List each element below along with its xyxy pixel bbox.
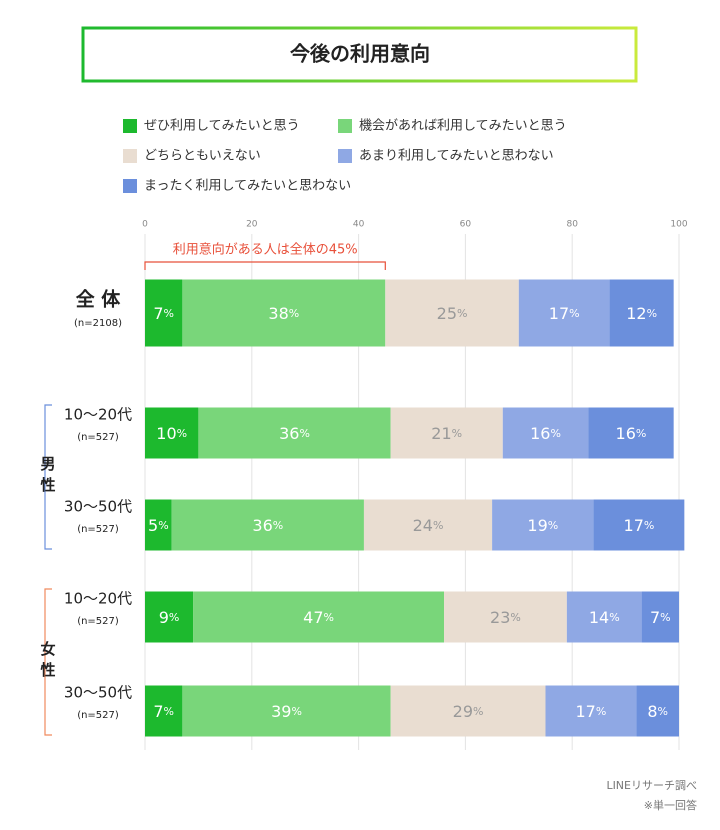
value-label: 12%: [626, 304, 657, 323]
bar-segment: [145, 685, 183, 737]
legend-label: まったく利用してみたいと思わない: [144, 179, 351, 194]
footnote: ※単一回答: [644, 798, 697, 812]
value-label: 36%: [252, 516, 283, 535]
bar-segment: [182, 279, 386, 347]
bar-segment: [145, 279, 183, 347]
x-tick-label: 80: [566, 220, 578, 230]
group-bracket: [44, 588, 52, 736]
legend-label: どちらともいえない: [144, 149, 261, 164]
row-label: 10〜20代: [64, 590, 132, 608]
value-label: 38%: [268, 304, 299, 323]
row-label: 30〜50代: [64, 684, 132, 702]
value-label: 36%: [279, 424, 310, 443]
bar-segment: [641, 591, 679, 643]
x-tick-label: 0: [142, 220, 148, 230]
legend-swatch: [123, 149, 137, 163]
bar-segment: [502, 407, 589, 459]
bar-segment: [171, 499, 364, 551]
bar-segment: [636, 685, 679, 737]
legend-swatch: [123, 179, 137, 193]
value-label: 7%: [153, 702, 174, 721]
value-label: 21%: [431, 424, 462, 443]
bar-segment: [390, 407, 503, 459]
bar-segment: [444, 591, 567, 643]
value-label: 14%: [589, 608, 620, 627]
value-label: 19%: [527, 516, 558, 535]
bar-segment: [145, 591, 194, 643]
value-label: 16%: [616, 424, 647, 443]
row-label: 30〜50代: [64, 498, 132, 516]
value-label: 47%: [303, 608, 334, 627]
legend-label: あまり利用してみたいと思わない: [359, 149, 554, 164]
row-note: (n=2108): [74, 318, 122, 329]
legend-swatch: [123, 119, 137, 133]
bar-segment: [363, 499, 493, 551]
row-note: (n=527): [77, 710, 119, 721]
bar-segment: [390, 685, 546, 737]
row-note: (n=527): [77, 432, 119, 443]
row-label: 全 体: [76, 288, 122, 311]
group-label: 男性: [39, 456, 57, 498]
value-label: 5%: [148, 516, 169, 535]
title-box: [81, 26, 638, 83]
legend-label: 機会があれば利用してみたいと思う: [359, 119, 567, 134]
bar-segment: [566, 591, 642, 643]
value-label: 10%: [156, 424, 187, 443]
value-label: 39%: [271, 702, 302, 721]
value-label: 23%: [490, 608, 521, 627]
chart-title: 今後の利用意向: [290, 42, 430, 66]
bar-segment: [593, 499, 685, 551]
value-label: 17%: [575, 702, 606, 721]
value-label: 17%: [549, 304, 580, 323]
value-label: 7%: [153, 304, 174, 323]
x-tick-label: 20: [246, 220, 258, 230]
bar-segment: [182, 685, 391, 737]
annotation-bracket: [144, 261, 386, 270]
bar-segment: [385, 279, 519, 347]
value-label: 24%: [413, 516, 444, 535]
bar-segment: [145, 499, 172, 551]
bar-segment: [492, 499, 594, 551]
legend-swatch: [338, 119, 352, 133]
value-label: 16%: [530, 424, 561, 443]
group-label: 女性: [39, 640, 57, 683]
value-label: 9%: [159, 608, 180, 627]
bar-segment: [588, 407, 674, 459]
group-bracket: [44, 404, 52, 550]
row-note: (n=527): [77, 524, 119, 535]
value-label: 8%: [647, 702, 668, 721]
x-tick-label: 60: [460, 220, 472, 230]
value-label: 17%: [624, 516, 655, 535]
row-label: 10〜20代: [64, 406, 132, 424]
value-label: 7%: [650, 608, 671, 627]
bar-segment: [198, 407, 391, 459]
bar-segment: [609, 279, 674, 347]
bar-segment: [145, 407, 199, 459]
x-tick-label: 40: [353, 220, 365, 230]
bar-segment: [545, 685, 637, 737]
value-label: 25%: [437, 304, 468, 323]
legend-label: ぜひ利用してみたいと思う: [144, 119, 300, 134]
source: LINEリサーチ調べ: [606, 779, 697, 792]
value-label: 29%: [453, 702, 484, 721]
bar-segment: [518, 279, 610, 347]
bar-segment: [193, 591, 445, 643]
x-tick-label: 100: [670, 220, 687, 230]
legend-swatch: [338, 149, 352, 163]
row-note: (n=527): [77, 616, 119, 627]
annotation: 利用意向がある人は全体の45%: [173, 242, 358, 258]
